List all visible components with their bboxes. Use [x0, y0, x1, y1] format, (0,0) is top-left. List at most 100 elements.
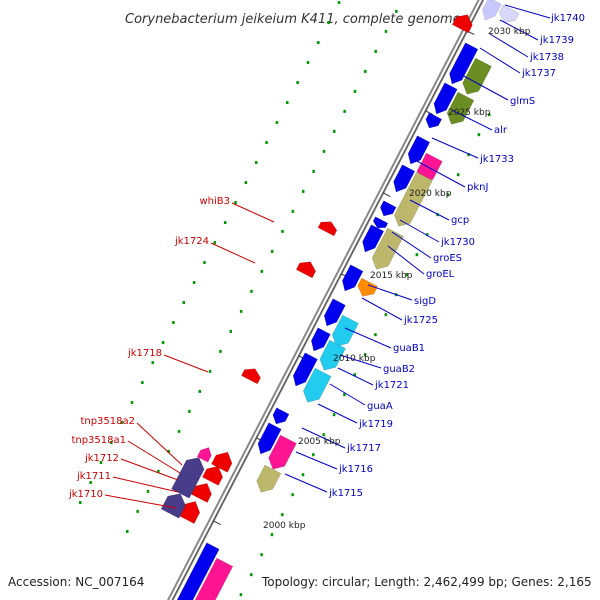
gene-arrow[interactable] — [256, 464, 282, 493]
gc-dot — [250, 573, 253, 577]
gene-arrow[interactable] — [295, 261, 316, 279]
gene-label-jk1737[interactable]: jk1737 — [521, 68, 556, 79]
gene-label-jk1721[interactable]: jk1721 — [374, 380, 409, 391]
gene-label-alr[interactable]: alr — [494, 125, 508, 136]
position-label: 2000 kbp — [263, 521, 306, 531]
gene-label-jk1730[interactable]: jk1730 — [440, 237, 475, 248]
gene-label-glmS[interactable]: glmS — [510, 96, 535, 107]
leader-line — [391, 231, 432, 259]
gene-label-jk1733[interactable]: jk1733 — [479, 154, 514, 165]
gene-arrow[interactable] — [462, 57, 492, 95]
gc-dot — [260, 553, 263, 557]
gene-arrow[interactable] — [482, 0, 502, 21]
gene-arrow[interactable] — [241, 368, 261, 385]
gene-label-whiB3[interactable]: whiB3 — [199, 196, 230, 207]
gene-arrow[interactable] — [393, 164, 416, 193]
gene-arrow[interactable] — [292, 352, 318, 387]
gene-label-jk1718[interactable]: jk1718 — [127, 348, 162, 359]
gene-arrow[interactable] — [268, 434, 297, 470]
gene-arrow[interactable] — [174, 542, 220, 600]
gene-label-jk1724[interactable]: jk1724 — [174, 236, 209, 247]
gene-label-guaB2[interactable]: guaB2 — [383, 364, 415, 375]
gc-dot — [89, 481, 92, 485]
gene-arrow[interactable] — [449, 42, 479, 85]
gc-dot — [208, 369, 212, 373]
gc-dot — [110, 441, 113, 445]
leader-line — [344, 327, 392, 349]
gene-label-jk1740[interactable]: jk1740 — [550, 13, 585, 24]
gc-dot — [477, 133, 481, 137]
leader-line — [329, 383, 366, 406]
gene-arrow[interactable] — [452, 14, 473, 34]
gc-dot — [343, 393, 346, 397]
gene-arrow[interactable] — [498, 4, 520, 23]
gene-label-jk1719[interactable]: jk1719 — [358, 419, 393, 430]
gene-arrow[interactable] — [196, 447, 212, 463]
gc-dot — [120, 421, 123, 425]
gene-arrow[interactable] — [380, 200, 397, 217]
leader-line — [339, 354, 382, 369]
gene-arrow[interactable] — [394, 171, 433, 227]
gene-arrow[interactable] — [319, 339, 346, 371]
gene-label-jk1717[interactable]: jk1717 — [346, 443, 381, 454]
gene-label-gcp[interactable]: gcp — [451, 215, 469, 226]
gene-label-groES[interactable]: groES — [433, 253, 462, 264]
gene-label-guaB1[interactable]: guaB1 — [393, 343, 425, 354]
gene-arrow[interactable] — [323, 298, 346, 327]
gene-arrow[interactable] — [371, 227, 404, 270]
gc-dot — [192, 281, 196, 285]
gene-arrow[interactable] — [407, 135, 431, 165]
plus-strand-gene-labels: jk1740 jk1739 jk1738 jk1737 glmS alr jk1… — [328, 13, 585, 499]
gc-dot — [281, 513, 284, 517]
gene-label-jk1710[interactable]: jk1710 — [68, 489, 103, 500]
gene-arrow[interactable] — [211, 451, 233, 473]
gene-arrow[interactable] — [433, 82, 458, 115]
gene-arrow[interactable] — [160, 493, 186, 519]
gene-arrow[interactable] — [331, 314, 359, 347]
gc-dot — [250, 289, 253, 293]
gene-arrow[interactable] — [202, 465, 223, 486]
gene-label-jk1716[interactable]: jk1716 — [338, 464, 373, 475]
gene-label-jk1715[interactable]: jk1715 — [328, 488, 363, 499]
gene-label-jk1738[interactable]: jk1738 — [529, 52, 564, 63]
gc-dot — [312, 169, 315, 173]
gene-arrow[interactable] — [257, 422, 282, 455]
gene-label-tnp3518a1[interactable]: tnp3518a1 — [71, 435, 126, 446]
gc-dot — [99, 461, 103, 465]
gene-arrow[interactable] — [302, 367, 332, 403]
position-tick — [383, 192, 391, 198]
gene-label-jk1739[interactable]: jk1739 — [539, 35, 574, 46]
gene-arrow[interactable] — [272, 407, 290, 425]
gene-arrow[interactable] — [446, 91, 475, 125]
gc-dot — [161, 341, 165, 345]
gene-arrow[interactable] — [317, 221, 338, 237]
gene-label-tnp3518a2[interactable]: tnp3518a2 — [80, 416, 135, 427]
gene-arrow[interactable] — [190, 483, 212, 503]
gene-arrow[interactable] — [425, 112, 443, 129]
gc-dot — [203, 261, 206, 265]
gc-dot — [157, 469, 160, 473]
topology-text: Topology: circular; Length: 2,462,499 bp… — [261, 575, 592, 589]
leader-line — [461, 74, 509, 101]
gene-arrow[interactable] — [357, 277, 379, 297]
gc-dot — [244, 181, 248, 185]
gene-arrow[interactable] — [372, 216, 389, 229]
gene-arrow[interactable] — [342, 264, 364, 292]
gene-label-groEL[interactable]: groEL — [426, 269, 455, 280]
position-label: 2030 kbp — [488, 27, 531, 37]
gene-label-jk1711[interactable]: jk1711 — [76, 471, 111, 482]
gene-label-jk1725[interactable]: jk1725 — [403, 315, 438, 326]
gc-dot — [343, 109, 346, 113]
gc-dot — [415, 253, 419, 257]
gene-arrow[interactable] — [362, 224, 385, 253]
gc-dot — [239, 593, 243, 597]
gc-dot — [286, 101, 289, 105]
gene-label-guaA[interactable]: guaA — [367, 401, 393, 412]
gene-label-pknJ[interactable]: pknJ — [467, 182, 488, 193]
gene-arrow[interactable] — [311, 327, 331, 352]
gc-dot — [275, 121, 279, 125]
gc-dot — [265, 141, 268, 145]
gene-label-jk1712[interactable]: jk1712 — [84, 453, 119, 464]
gene-arrow[interactable] — [188, 557, 234, 600]
gene-label-sigD[interactable]: sigD — [414, 296, 436, 307]
